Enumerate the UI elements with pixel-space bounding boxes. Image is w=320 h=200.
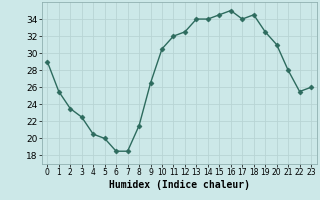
X-axis label: Humidex (Indice chaleur): Humidex (Indice chaleur) bbox=[109, 180, 250, 190]
